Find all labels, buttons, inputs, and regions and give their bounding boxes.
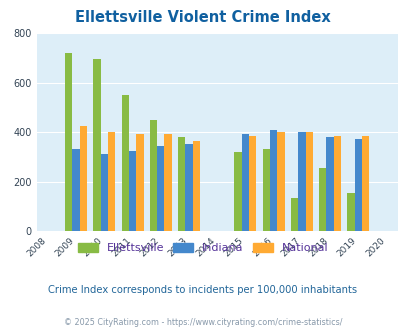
Bar (277, 132, 284, 231)
Bar (234, 152, 241, 231)
Bar (108, 132, 115, 231)
Bar (100, 154, 108, 231)
Bar (177, 137, 185, 231)
Bar (298, 132, 305, 231)
Text: Crime Index corresponds to incidents per 100,000 inhabitants: Crime Index corresponds to incidents per… (48, 285, 357, 295)
Bar (305, 132, 312, 231)
Bar (72, 149, 79, 231)
Bar (326, 137, 333, 231)
Bar (249, 136, 256, 231)
Bar (192, 141, 200, 231)
Bar (121, 95, 128, 231)
Bar (290, 198, 298, 231)
Bar (185, 145, 192, 231)
Bar (354, 139, 361, 231)
Text: © 2025 CityRating.com - https://www.cityrating.com/crime-statistics/: © 2025 CityRating.com - https://www.city… (64, 318, 341, 327)
Bar (157, 146, 164, 231)
Legend: Ellettsville, Indiana, National: Ellettsville, Indiana, National (73, 238, 332, 257)
Bar (136, 135, 143, 231)
Bar (318, 168, 326, 231)
Bar (347, 193, 354, 231)
Bar (333, 136, 340, 231)
Bar (65, 53, 72, 231)
Bar (128, 150, 136, 231)
Bar (269, 130, 277, 231)
Text: Ellettsville Violent Crime Index: Ellettsville Violent Crime Index (75, 10, 330, 25)
Bar (361, 136, 369, 231)
Bar (93, 59, 100, 231)
Bar (241, 135, 249, 231)
Bar (262, 149, 269, 231)
Bar (164, 135, 171, 231)
Bar (149, 120, 157, 231)
Bar (79, 126, 87, 231)
